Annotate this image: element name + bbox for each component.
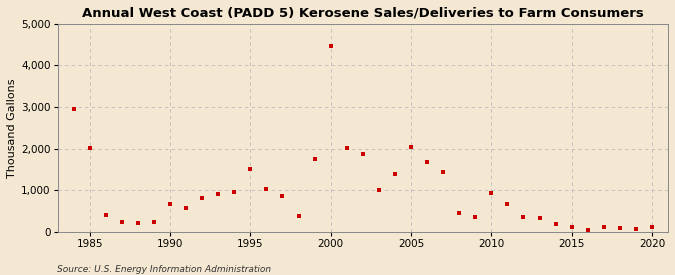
Point	[486, 191, 497, 195]
Title: Annual West Coast (PADD 5) Kerosene Sales/Deliveries to Farm Consumers: Annual West Coast (PADD 5) Kerosene Sale…	[82, 7, 644, 20]
Point	[502, 201, 513, 206]
Point	[101, 213, 111, 218]
Point	[245, 167, 256, 171]
Point	[325, 44, 336, 48]
Point	[132, 221, 143, 225]
Point	[647, 225, 657, 229]
Point	[196, 196, 207, 200]
Point	[583, 227, 593, 232]
Point	[357, 152, 368, 156]
Point	[534, 216, 545, 220]
Point	[342, 146, 352, 150]
Point	[213, 192, 223, 197]
Point	[181, 205, 192, 210]
Point	[566, 225, 577, 230]
Point	[148, 220, 159, 224]
Point	[454, 211, 464, 215]
Point	[437, 169, 448, 174]
Point	[277, 194, 288, 198]
Y-axis label: Thousand Gallons: Thousand Gallons	[7, 78, 17, 178]
Point	[373, 188, 384, 192]
Point	[550, 222, 561, 226]
Point	[261, 187, 272, 191]
Point	[518, 215, 529, 219]
Point	[165, 201, 176, 206]
Point	[630, 227, 641, 231]
Point	[406, 145, 416, 149]
Point	[614, 226, 625, 230]
Point	[293, 214, 304, 219]
Text: Source: U.S. Energy Information Administration: Source: U.S. Energy Information Administ…	[57, 265, 271, 274]
Point	[116, 220, 127, 224]
Point	[229, 190, 240, 194]
Point	[599, 225, 610, 230]
Point	[422, 160, 433, 164]
Point	[389, 171, 400, 176]
Point	[470, 215, 481, 219]
Point	[84, 146, 95, 150]
Point	[68, 107, 79, 111]
Point	[309, 157, 320, 161]
